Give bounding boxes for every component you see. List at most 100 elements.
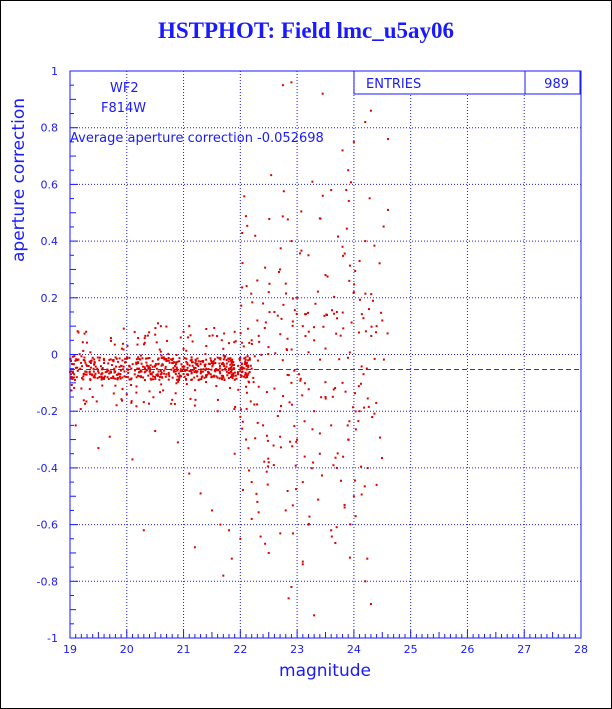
data-point	[175, 361, 178, 364]
data-point	[84, 370, 87, 373]
data-point	[382, 358, 385, 361]
data-point	[244, 358, 247, 361]
data-point	[147, 366, 150, 369]
data-point	[281, 84, 284, 87]
data-point	[154, 363, 157, 366]
data-point	[365, 367, 368, 370]
data-point	[162, 389, 165, 392]
data-point	[364, 330, 367, 333]
data-point	[112, 392, 115, 395]
data-point	[81, 377, 84, 380]
data-point	[272, 444, 275, 447]
data-point	[154, 333, 157, 336]
data-point	[178, 360, 181, 363]
data-point	[252, 376, 255, 379]
data-point	[171, 376, 174, 379]
y-tick-label: 0.8	[41, 122, 59, 135]
data-point	[341, 149, 344, 152]
data-point	[120, 399, 123, 402]
data-point	[120, 398, 123, 401]
data-point	[122, 348, 125, 351]
data-point	[322, 325, 325, 328]
data-point	[348, 279, 351, 282]
data-point	[266, 439, 269, 442]
data-point	[103, 359, 106, 362]
data-point	[231, 377, 234, 380]
data-point	[256, 319, 259, 322]
data-point	[364, 240, 367, 243]
data-point	[282, 303, 285, 306]
data-point	[349, 523, 352, 526]
data-point	[338, 358, 341, 361]
data-point	[97, 370, 100, 373]
data-point	[167, 359, 170, 362]
data-point	[155, 341, 158, 344]
data-point	[225, 359, 228, 362]
data-point	[195, 363, 198, 366]
x-tick-label: 21	[177, 643, 191, 656]
data-point	[138, 358, 141, 361]
data-point	[274, 352, 277, 355]
data-point	[179, 374, 182, 377]
data-point	[118, 357, 121, 360]
data-point	[115, 373, 118, 376]
data-point	[264, 266, 267, 269]
data-points	[69, 81, 389, 617]
data-point	[135, 358, 138, 361]
data-point	[181, 365, 184, 368]
data-point	[371, 416, 374, 419]
data-point	[348, 556, 351, 559]
data-point	[143, 341, 146, 344]
data-point	[197, 365, 200, 368]
data-point	[290, 240, 293, 243]
data-point	[157, 370, 160, 373]
data-point	[324, 397, 327, 400]
data-point	[284, 509, 287, 512]
data-point	[69, 377, 72, 380]
data-point	[252, 381, 255, 384]
x-tick-label: 27	[517, 643, 531, 656]
data-point	[166, 359, 169, 362]
data-point	[290, 403, 293, 406]
data-point	[216, 369, 219, 372]
data-point	[162, 356, 165, 359]
data-point	[137, 371, 140, 374]
data-point	[84, 361, 87, 364]
data-point	[346, 424, 349, 427]
data-point	[239, 374, 242, 377]
data-point	[142, 401, 145, 404]
data-point	[80, 355, 83, 358]
data-point	[213, 358, 216, 361]
data-point	[165, 325, 168, 328]
data-point	[143, 371, 146, 374]
data-point	[171, 362, 174, 365]
data-point	[143, 337, 146, 340]
data-point	[135, 362, 138, 365]
data-point	[148, 331, 151, 334]
data-point	[284, 282, 287, 285]
data-point	[346, 356, 349, 359]
data-point	[200, 378, 203, 381]
data-point	[70, 373, 73, 376]
data-point	[222, 363, 225, 366]
data-point	[173, 365, 176, 368]
data-point	[232, 360, 235, 363]
data-point	[158, 378, 161, 381]
data-point	[241, 427, 244, 430]
data-point	[172, 366, 175, 369]
data-point	[74, 424, 77, 427]
data-point	[344, 390, 347, 393]
data-point	[175, 363, 178, 366]
data-point	[364, 121, 367, 124]
data-point	[239, 332, 242, 335]
data-point	[139, 370, 142, 373]
data-point	[291, 445, 294, 448]
data-point	[194, 369, 197, 372]
data-point	[380, 311, 383, 314]
data-point	[221, 378, 224, 381]
data-point	[113, 371, 116, 374]
data-point	[116, 378, 119, 381]
data-point	[248, 358, 251, 361]
data-point	[246, 373, 249, 376]
data-point	[137, 337, 140, 340]
